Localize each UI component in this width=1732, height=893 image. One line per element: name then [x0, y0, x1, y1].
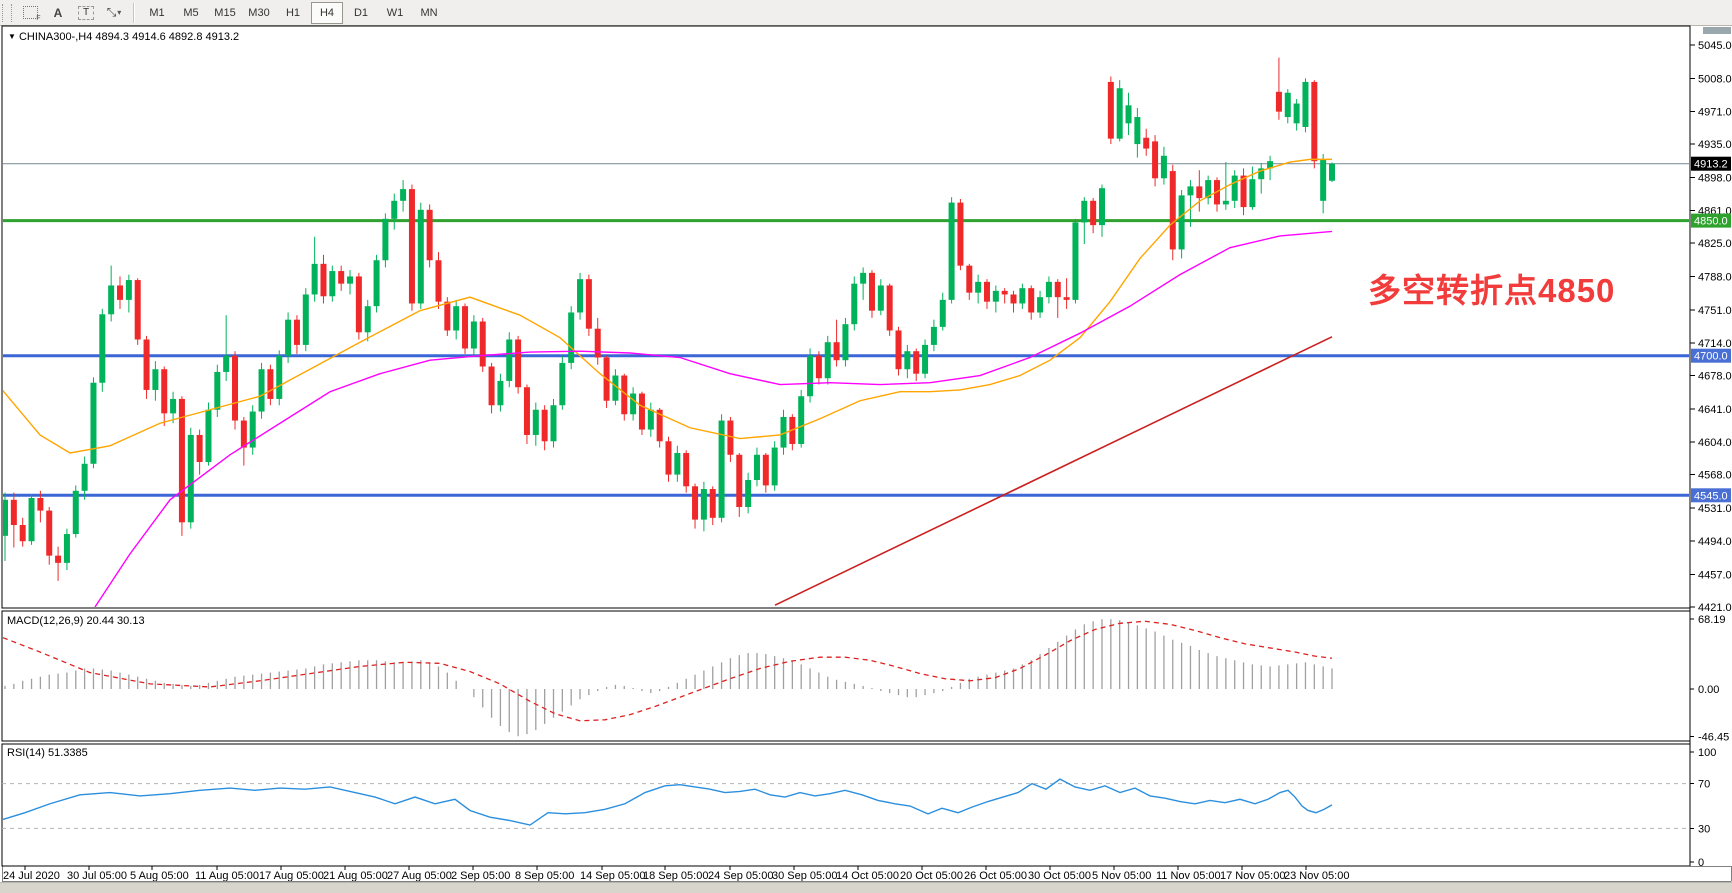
svg-text:4850.0: 4850.0 [1694, 216, 1728, 228]
svg-text:5045.0: 5045.0 [1698, 40, 1732, 52]
timeframe-button-group: M1 M5 M15 M30 H1 H4 D1 W1 MN [140, 1, 446, 24]
toolbar-grip[interactable] [2, 3, 12, 22]
svg-text:14 Oct 05:00: 14 Oct 05:00 [836, 870, 899, 882]
timeframe-button-D1[interactable]: D1 [353, 6, 369, 19]
rsi-pane [2, 778, 1690, 829]
svg-text:24 Sep 05:00: 24 Sep 05:00 [708, 870, 773, 882]
macd-indicator-label: MACD(12,26,9) 20.44 30.13 [7, 615, 145, 627]
svg-text:11 Aug 05:00: 11 Aug 05:00 [195, 870, 259, 882]
svg-text:26 Oct 05:00: 26 Oct 05:00 [964, 870, 1027, 882]
svg-text:20 Oct 05:00: 20 Oct 05:00 [900, 870, 963, 882]
svg-text:4898.0: 4898.0 [1698, 172, 1732, 184]
main-price-pane [3, 57, 1689, 607]
svg-text:24 Jul 2020: 24 Jul 2020 [3, 870, 60, 882]
svg-text:4825.0: 4825.0 [1698, 238, 1732, 250]
svg-text:30 Sep 05:00: 30 Sep 05:00 [772, 870, 837, 882]
svg-text:0: 0 [1698, 857, 1704, 869]
svg-text:17 Nov 05:00: 17 Nov 05:00 [1220, 870, 1285, 882]
svg-text:4913.2: 4913.2 [1694, 159, 1728, 171]
svg-text:70: 70 [1698, 779, 1710, 791]
svg-text:4457.0: 4457.0 [1698, 570, 1732, 582]
svg-text:4421.0: 4421.0 [1698, 602, 1732, 614]
svg-text:4641.0: 4641.0 [1698, 404, 1732, 416]
timeframe-button-W1[interactable]: W1 [386, 6, 404, 19]
ma-fast-orange-line [3, 158, 1332, 454]
svg-text:5 Nov 05:00: 5 Nov 05:00 [1092, 870, 1151, 882]
toolbar-separator [133, 2, 135, 23]
svg-text:21 Aug 05:00: 21 Aug 05:00 [323, 870, 388, 882]
chart-text-annotation: 多空转折点4850 [1368, 272, 1616, 309]
grid-f-icon-box: F [22, 6, 41, 22]
text-a-icon[interactable]: A [53, 5, 63, 20]
svg-text:4714.0: 4714.0 [1698, 338, 1732, 350]
svg-text:5008.0: 5008.0 [1698, 73, 1732, 85]
svg-text:30 Oct 05:00: 30 Oct 05:00 [1028, 870, 1091, 882]
svg-text:4935.0: 4935.0 [1698, 139, 1732, 151]
svg-text:4788.0: 4788.0 [1698, 271, 1732, 283]
svg-text:2 Sep 05:00: 2 Sep 05:00 [451, 870, 510, 882]
timeframe-button-M30[interactable]: M30 [248, 6, 270, 19]
timeframe-button-M1[interactable]: M1 [149, 6, 165, 19]
svg-text:5 Aug 05:00: 5 Aug 05:00 [130, 870, 189, 882]
svg-text:30: 30 [1698, 823, 1710, 835]
timeframe-button-H1[interactable]: H1 [285, 6, 301, 19]
svg-text:4604.0: 4604.0 [1698, 437, 1732, 449]
rsi-line [2, 778, 1333, 826]
crosshair-arrows-icon[interactable]: ⤡ ▾ [106, 5, 122, 19]
macd-pane [2, 619, 1333, 737]
svg-text:27 Aug 05:00: 27 Aug 05:00 [387, 870, 452, 882]
time-axis: 24 Jul 2020 30 Jul 05:00 5 Aug 05:00 11 Aug… [3, 866, 1349, 882]
timeframe-button-H4[interactable]: H4 [311, 1, 343, 24]
svg-text:8 Sep 05:00: 8 Sep 05:00 [515, 870, 574, 882]
symbol-name: CHINA300-,H4 [18, 31, 93, 43]
svg-text:100: 100 [1698, 747, 1716, 759]
timeframe-button-M5[interactable]: M5 [183, 6, 199, 19]
collapse-triangle-icon[interactable]: ▼ [8, 32, 16, 41]
svg-text:4678.0: 4678.0 [1698, 371, 1732, 383]
svg-text:14 Sep 05:00: 14 Sep 05:00 [580, 870, 645, 882]
rsi-indicator-label: RSI(14) 51.3385 [7, 747, 88, 759]
svg-text:4751.0: 4751.0 [1698, 305, 1732, 317]
svg-text:11 Nov 05:00: 11 Nov 05:00 [1156, 870, 1221, 882]
svg-text:23 Nov 05:00: 23 Nov 05:00 [1284, 870, 1349, 882]
svg-text:0.00: 0.00 [1698, 684, 1719, 696]
svg-text:4568.0: 4568.0 [1698, 470, 1732, 482]
status-strip [0, 882, 1732, 893]
svg-text:4700.0: 4700.0 [1694, 351, 1728, 363]
timeframe-button-M15[interactable]: M15 [214, 6, 236, 19]
svg-text:68.19: 68.19 [1698, 614, 1726, 626]
svg-text:-46.45: -46.45 [1698, 732, 1729, 744]
svg-text:17 Aug 05:00: 17 Aug 05:00 [259, 870, 324, 882]
svg-text:4545.0: 4545.0 [1694, 490, 1728, 502]
timeframe-button-MN[interactable]: MN [420, 6, 438, 19]
ohlc-values: 4894.3 4914.6 4892.8 4913.2 [95, 31, 240, 43]
chart-title: ▼ CHINA300-,H4 4894.3 4914.6 4892.8 4913… [8, 31, 239, 43]
svg-text:4494.0: 4494.0 [1698, 536, 1732, 548]
svg-text:4971.0: 4971.0 [1698, 107, 1732, 119]
svg-text:18 Sep 05:00: 18 Sep 05:00 [643, 870, 708, 882]
dropdown-caret-icon[interactable]: ▾ [117, 8, 122, 17]
svg-text:30 Jul 05:00: 30 Jul 05:00 [67, 870, 127, 882]
svg-text:4531.0: 4531.0 [1698, 503, 1732, 515]
ma-slow-magenta-line [94, 230, 1333, 607]
text-frame-icon[interactable]: T [73, 2, 99, 24]
grid-f-icon[interactable]: F [17, 2, 43, 24]
macd-signal-line [2, 620, 1333, 722]
